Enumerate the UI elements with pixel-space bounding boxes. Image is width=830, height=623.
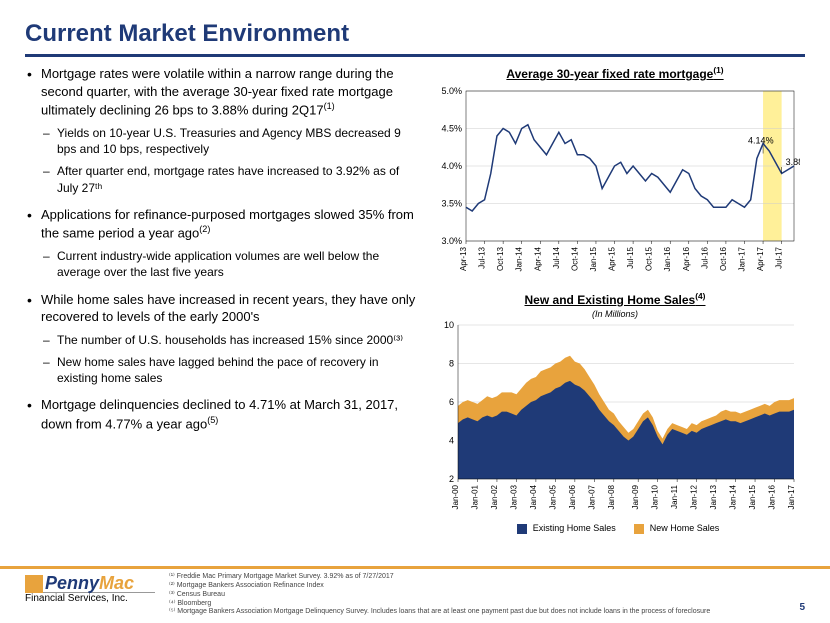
logo-brand: PennyMacPennyMac (45, 573, 134, 594)
svg-text:Jan-15: Jan-15 (748, 484, 757, 509)
footnote: ⁽⁵⁾ Mortgage Bankers Association Mortgag… (169, 608, 805, 617)
svg-text:Jan-06: Jan-06 (568, 484, 577, 509)
svg-text:Jul-17: Jul-17 (775, 246, 784, 268)
chart2-title: New and Existing Home Sales(4) (430, 291, 800, 307)
svg-text:3.88%: 3.88% (786, 157, 800, 167)
svg-text:Jul-14: Jul-14 (552, 246, 561, 268)
svg-text:Jan-11: Jan-11 (670, 484, 679, 508)
bullet-list: Mortgage rates were volatile within a na… (25, 65, 420, 433)
footnote: ⁽¹⁾ Freddie Mac Primary Mortgage Market … (169, 573, 805, 582)
svg-text:Jan-10: Jan-10 (651, 484, 660, 509)
svg-text:Apr-15: Apr-15 (608, 246, 617, 271)
svg-text:Apr-16: Apr-16 (682, 246, 691, 271)
sales-chart: 2 4 6 8 10 Jan-00 Jan-01 Jan-02 Jan-03 Jan-04 Jan-… (430, 321, 800, 521)
logo-sub: Financial Services, Inc. (25, 592, 155, 604)
svg-text:Jan-01: Jan-01 (470, 484, 479, 509)
slide: Current Market Environment Mortgage rate… (0, 0, 830, 623)
bullet-item: Applications for refinance-purposed mort… (25, 206, 420, 281)
footnote: ⁽²⁾ Mortgage Bankers Association Refinan… (169, 582, 805, 591)
sub-bullet: New home sales have lagged behind the pa… (41, 354, 420, 386)
svg-text:Oct-14: Oct-14 (570, 246, 579, 271)
svg-text:Oct-15: Oct-15 (645, 246, 654, 271)
svg-text:Jul-15: Jul-15 (626, 246, 635, 268)
svg-text:Jan-02: Jan-02 (490, 484, 499, 509)
sub-bullet: After quarter end, mortgage rates have i… (41, 163, 420, 195)
logo: PennyMacPennyMac Financial Services, Inc… (25, 573, 155, 604)
footnote: ⁽⁴⁾ Bloomberg (169, 600, 805, 609)
footer: PennyMacPennyMac Financial Services, Inc… (0, 566, 830, 623)
svg-text:Jul-13: Jul-13 (478, 246, 487, 268)
svg-text:Jan-15: Jan-15 (589, 246, 598, 271)
sub-bullet: Current industry-wide application volume… (41, 248, 420, 280)
svg-text:4.14%: 4.14% (748, 136, 774, 146)
svg-text:3.5%: 3.5% (441, 199, 462, 209)
svg-text:Jan-16: Jan-16 (663, 246, 672, 271)
svg-text:Jan-14: Jan-14 (515, 246, 524, 271)
svg-text:Jan-08: Jan-08 (607, 484, 616, 509)
svg-text:Oct-16: Oct-16 (719, 246, 728, 271)
title-underline (25, 54, 805, 57)
svg-text:Jan-05: Jan-05 (548, 484, 557, 509)
bullet-item: Mortgage delinquencies declined to 4.71%… (25, 396, 420, 432)
svg-text:4: 4 (449, 436, 454, 446)
logo-square-icon (25, 575, 43, 593)
svg-text:Jan-03: Jan-03 (509, 484, 518, 509)
bullet-item: Mortgage rates were volatile within a na… (25, 65, 420, 196)
bullet-item: While home sales have increased in recen… (25, 291, 420, 387)
svg-text:Oct-13: Oct-13 (496, 246, 505, 271)
svg-text:Jan-14: Jan-14 (729, 484, 738, 509)
page-title: Current Market Environment (25, 20, 805, 48)
svg-text:8: 8 (449, 359, 454, 369)
sub-bullet: The number of U.S. households has increa… (41, 332, 420, 348)
svg-text:Jan-09: Jan-09 (631, 484, 640, 509)
svg-text:Jan-04: Jan-04 (529, 484, 538, 509)
svg-text:Jan-13: Jan-13 (709, 484, 718, 509)
svg-text:3.0%: 3.0% (441, 236, 462, 246)
rate-chart: 3.0% 3.5% 4.0% 4.5% 5.0% Apr-13 Jul-13 Oct-13 Ja… (430, 83, 800, 283)
svg-text:4.0%: 4.0% (441, 161, 462, 171)
footnote: ⁽³⁾ Census Bureau (169, 591, 805, 600)
svg-text:Jan-00: Jan-00 (451, 484, 460, 509)
svg-text:6: 6 (449, 397, 454, 407)
chart2-legend: Existing Home Sales New Home Sales (430, 523, 800, 534)
chart1-title: Average 30-year fixed rate mortgage(1) (430, 65, 800, 81)
svg-text:Jul-16: Jul-16 (700, 246, 709, 268)
svg-text:Jan-07: Jan-07 (587, 484, 596, 509)
svg-text:4.5%: 4.5% (441, 124, 462, 134)
svg-text:5.0%: 5.0% (441, 86, 462, 96)
left-column: Mortgage rates were volatile within a na… (25, 65, 420, 555)
chart2-subtitle: (In Millions) (430, 309, 800, 319)
svg-text:Apr-13: Apr-13 (459, 246, 468, 271)
legend-item: Existing Home Sales (511, 523, 616, 533)
content-row: Mortgage rates were volatile within a na… (25, 65, 805, 555)
svg-text:Apr-17: Apr-17 (756, 246, 765, 271)
svg-text:Apr-14: Apr-14 (533, 246, 542, 271)
svg-text:Jan-17: Jan-17 (787, 484, 796, 509)
svg-text:10: 10 (444, 321, 454, 330)
footnotes: ⁽¹⁾ Freddie Mac Primary Mortgage Market … (169, 573, 805, 617)
svg-text:Jan-16: Jan-16 (768, 484, 777, 509)
sub-bullet: Yields on 10-year U.S. Treasuries and Ag… (41, 125, 420, 157)
right-column: Average 30-year fixed rate mortgage(1) 3… (430, 65, 800, 555)
legend-item: New Home Sales (628, 523, 720, 533)
svg-text:Jan-17: Jan-17 (737, 246, 746, 271)
svg-text:2: 2 (449, 474, 454, 484)
svg-text:Jan-12: Jan-12 (690, 484, 699, 509)
page-number: 5 (799, 602, 805, 613)
